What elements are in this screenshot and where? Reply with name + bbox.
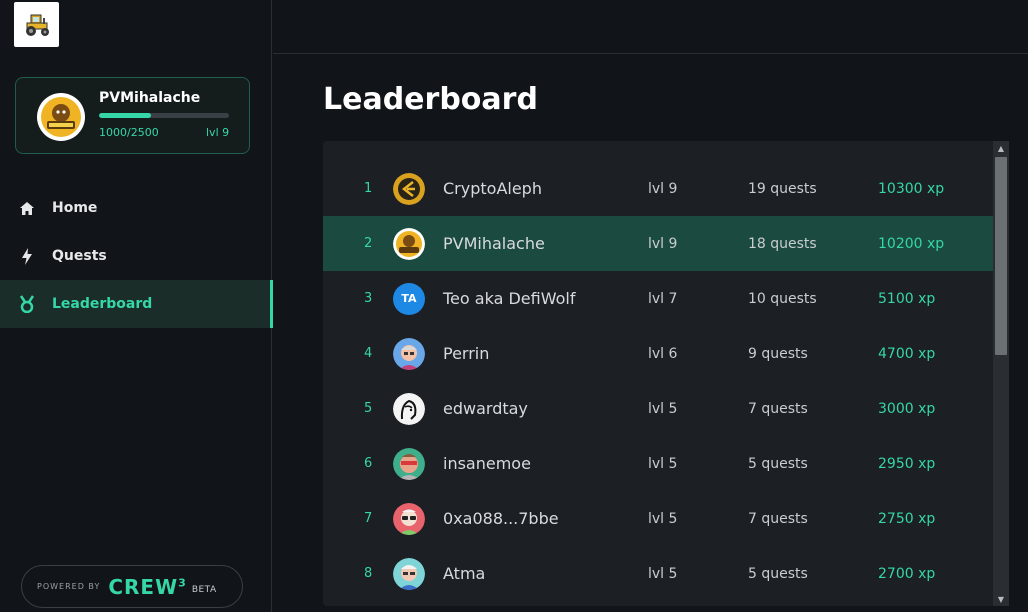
user-quests: 7 quests [748, 510, 808, 527]
sidebar: PVMihalache 1000/2500 lvl 9 Home Quests [0, 0, 273, 612]
user-quests: 7 quests [748, 400, 808, 417]
user-xp: 3000 xp [878, 400, 936, 417]
user-avatar[interactable] [393, 172, 425, 205]
rank-number: 5 [364, 401, 373, 416]
profile-card[interactable]: PVMihalache 1000/2500 lvl 9 [15, 77, 250, 154]
user-xp: 10200 xp [878, 235, 945, 252]
user-quests: 18 quests [748, 235, 817, 252]
user-name[interactable]: Perrin [443, 344, 490, 363]
medal-icon [18, 295, 36, 313]
user-avatar[interactable]: TA [393, 282, 425, 315]
rank-number: 2 [364, 236, 373, 251]
sidebar-item-label: Leaderboard [52, 296, 153, 312]
leaderboard-panel: 1 CryptoAleph lvl 9 19 quests 10300 xp 2 PVMih… [323, 141, 1009, 606]
profile-name: PVMihalache [99, 90, 201, 106]
user-level: lvl 9 [648, 235, 678, 252]
user-level: lvl 5 [648, 455, 678, 472]
user-name[interactable]: PVMihalache [443, 234, 545, 253]
home-icon [18, 199, 36, 217]
user-level: lvl 6 [648, 345, 678, 362]
sidebar-nav: Home Quests Leaderboard [0, 184, 273, 328]
user-level: lvl 5 [648, 400, 678, 417]
scroll-up-arrow-icon[interactable]: ▲ [997, 143, 1005, 153]
user-quests: 5 quests [748, 565, 808, 582]
lightning-icon [18, 247, 36, 265]
user-avatar[interactable] [393, 337, 425, 370]
rank-number: 4 [364, 346, 373, 361]
user-level: lvl 5 [648, 565, 678, 582]
leaderboard-list: 1 CryptoAleph lvl 9 19 quests 10300 xp 2 PVMih… [323, 161, 993, 601]
user-avatar[interactable] [393, 557, 425, 590]
scrollbar[interactable]: ▲ ▼ [993, 141, 1009, 606]
user-name[interactable]: Teo aka DefiWolf [443, 289, 576, 308]
user-quests: 10 quests [748, 290, 817, 307]
rank-number: 6 [364, 456, 373, 471]
user-xp: 4700 xp [878, 345, 936, 362]
rank-number: 1 [364, 181, 373, 196]
user-avatar[interactable] [393, 447, 425, 480]
user-name[interactable]: 0xa088...7bbe [443, 509, 559, 528]
sidebar-item-label: Quests [52, 248, 107, 264]
sidebar-item-home[interactable]: Home [0, 184, 272, 232]
user-level: lvl 7 [648, 290, 678, 307]
scroll-thumb[interactable] [995, 157, 1007, 355]
rank-number: 3 [364, 291, 373, 306]
user-avatar[interactable] [393, 392, 425, 425]
leaderboard-row[interactable]: 3 TA Teo aka DefiWolf lvl 7 10 quests 5100 xp [323, 271, 993, 326]
user-avatar[interactable] [393, 227, 425, 260]
profile-level: lvl 9 [206, 126, 230, 139]
user-name[interactable]: edwardtay [443, 399, 528, 418]
top-bar [273, 0, 1028, 54]
powered-by-badge[interactable]: POWERED BY CREW3 BETA [21, 565, 243, 608]
user-xp: 2750 xp [878, 510, 936, 527]
leaderboard-row[interactable]: 2 PVMihalache lvl 9 18 quests 10200 xp [323, 216, 993, 271]
beta-label: BETA [191, 584, 217, 595]
rank-number: 7 [364, 511, 373, 526]
leaderboard-row[interactable]: 8 Atma lvl 5 5 quests 2700 xp [323, 546, 993, 601]
leaderboard-row[interactable]: 6 insanemoe lvl 5 5 quests 2950 xp [323, 436, 993, 491]
app-logo[interactable] [14, 2, 59, 47]
leaderboard-row[interactable]: 5 edwardtay lvl 5 7 quests 3000 xp [323, 381, 993, 436]
crew-brand: CREW3 [108, 574, 187, 599]
tractor-icon [25, 14, 49, 36]
xp-progress-bar [99, 113, 229, 118]
user-quests: 9 quests [748, 345, 808, 362]
sidebar-item-quests[interactable]: Quests [0, 232, 272, 280]
user-level: lvl 9 [648, 180, 678, 197]
sidebar-item-leaderboard[interactable]: Leaderboard [0, 280, 273, 328]
user-xp: 10300 xp [878, 180, 945, 197]
user-name[interactable]: insanemoe [443, 454, 531, 473]
scroll-down-arrow-icon[interactable]: ▼ [997, 594, 1005, 604]
sidebar-item-label: Home [52, 200, 98, 216]
user-quests: 5 quests [748, 455, 808, 472]
page-title: Leaderboard [323, 82, 538, 117]
user-name[interactable]: Atma [443, 564, 486, 583]
user-avatar[interactable] [393, 502, 425, 535]
powered-by-text: POWERED BY [37, 582, 101, 591]
leaderboard-row[interactable]: 1 CryptoAleph lvl 9 19 quests 10300 xp [323, 161, 993, 216]
leaderboard-row[interactable]: 4 Perrin lvl 6 9 quests 4700 xp [323, 326, 993, 381]
profile-xp: 1000/2500 [99, 126, 159, 139]
user-xp: 2700 xp [878, 565, 936, 582]
leaderboard-row[interactable]: 7 0xa088...7bbe lvl 5 7 quests 2750 xp [323, 491, 993, 546]
rank-number: 8 [364, 566, 373, 581]
user-name[interactable]: CryptoAleph [443, 179, 542, 198]
user-level: lvl 5 [648, 510, 678, 527]
user-xp: 5100 xp [878, 290, 936, 307]
user-quests: 19 quests [748, 180, 817, 197]
user-xp: 2950 xp [878, 455, 936, 472]
profile-avatar [37, 93, 85, 141]
